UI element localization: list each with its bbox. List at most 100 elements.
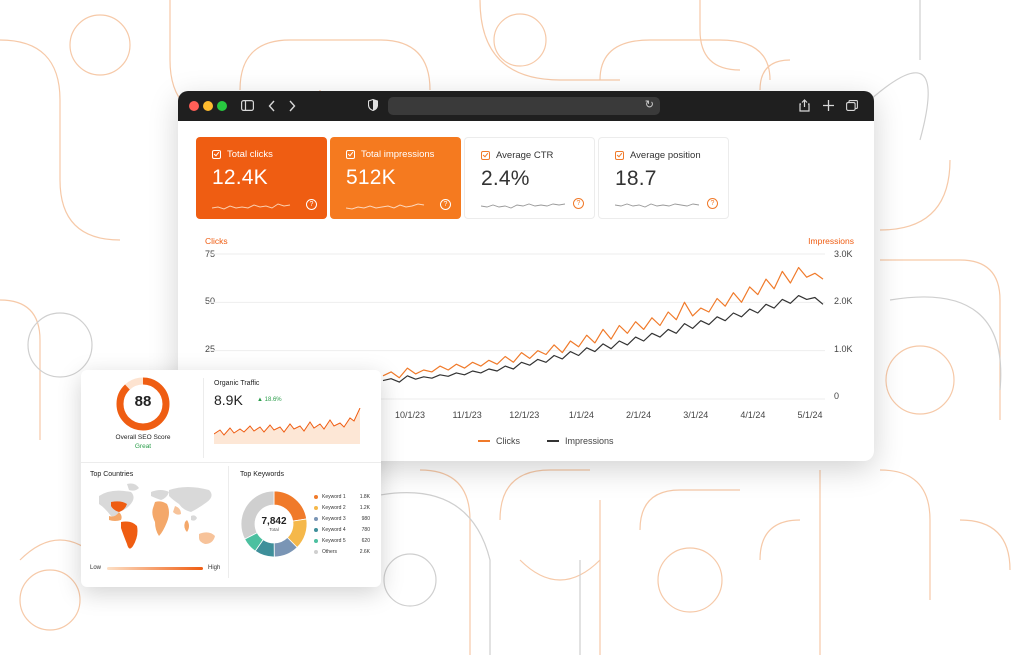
legend-label: Clicks [496,436,520,446]
metric-label: Total clicks [227,149,273,160]
top-keywords-title: Top Keywords [240,471,284,478]
x-tick-label: 4/1/24 [740,410,766,420]
x-tick-label: 5/1/24 [797,410,823,420]
keyword-name: Keyword 2 [322,505,346,511]
close-window-button[interactable] [189,101,199,111]
keyword-row: Keyword 2 1.2K [314,505,370,511]
metric-label: Total impressions [361,149,435,160]
metric-card-total-clicks[interactable]: Total clicks 12.4K ? [196,137,327,219]
color-scale-bar [107,567,203,570]
shield-icon [368,99,378,111]
checkbox-checked-icon[interactable] [615,151,624,160]
scale-high-label: High [208,565,221,571]
metric-value: 512K [346,166,396,189]
address-bar[interactable]: ↻ [388,97,660,115]
reload-icon[interactable]: ↻ [644,99,654,111]
browser-window: ↻ Total clicks 12.4K ? Total impressions… [178,91,874,461]
left-axis-title: Clicks [205,236,228,246]
y-left-tick: 50 [205,296,216,306]
sparkline [615,203,699,208]
checkbox-checked-icon[interactable] [481,151,490,160]
x-tick-label: 11/1/23 [452,410,482,420]
metric-label-row: Total clicks [212,149,327,160]
series-line-impressions [382,294,824,383]
keyword-value: 2.6K [359,549,370,555]
sidebar-icon[interactable] [241,100,254,111]
y-right-tick: 0 [834,391,840,401]
seo-score-status: Great [134,443,152,450]
keyword-row: Others 2.6K [314,549,370,555]
series-line-clicks [382,266,824,379]
keyword-color-dot [314,550,318,554]
x-tick-label: 12/1/23 [509,410,540,420]
maximize-window-button[interactable] [217,101,227,111]
keyword-name: Keyword 1 [322,494,346,500]
y-left-tick: 25 [205,344,216,354]
browser-titlebar: ↻ [178,91,874,121]
y-right-tick: 3.0K [834,249,853,259]
minimize-window-button[interactable] [203,101,213,111]
donut-slice [240,490,275,540]
keyword-value: 620 [361,538,370,544]
share-icon[interactable] [799,99,810,112]
divider [203,378,204,458]
keyword-color-dot [314,517,318,521]
organic-traffic-title: Organic Traffic [214,380,260,387]
keyword-value: 1.2K [359,505,370,511]
help-icon[interactable]: ? [440,199,451,210]
keyword-value: 980 [361,516,370,522]
y-right-tick: 1.0K [834,344,853,354]
keyword-color-dot [314,528,318,532]
scale-low-label: Low [90,565,102,571]
keyword-color-dot [314,506,318,510]
legend-impressions[interactable]: Impressions [547,436,614,446]
right-axis-title: Impressions [808,236,854,246]
organic-traffic-value: 8.9K [214,392,243,408]
help-icon[interactable]: ? [573,198,584,209]
keyword-name: Keyword 4 [322,527,346,533]
divider [228,466,229,578]
new-tab-icon[interactable] [823,100,834,111]
keyword-name: Others [322,549,338,555]
keyword-name: Keyword 5 [322,538,346,544]
metric-card-total-impressions[interactable]: Total impressions 512K ? [330,137,461,219]
metric-card-average-ctr[interactable]: Average CTR 2.4% ? [464,137,595,219]
forward-icon[interactable] [288,100,296,112]
x-tick-label: 3/1/24 [683,410,709,420]
legend-swatch [478,440,490,442]
x-tick-label: 2/1/24 [626,410,652,420]
legend-label: Impressions [565,436,614,446]
keyword-name: Keyword 3 [322,516,346,522]
seo-score-gauge [116,377,170,431]
keyword-color-dot [314,539,318,543]
keywords-donut [240,490,308,558]
checkbox-checked-icon[interactable] [346,150,355,159]
sparkline [346,203,425,210]
performance-chart: Clicks Impressions 75 50 25 3.0K 2.0K 1.… [178,227,874,461]
world-map [99,483,215,549]
metric-value: 18.7 [615,167,657,190]
metric-cards: Total clicks 12.4K ? Total impressions 5… [196,137,736,219]
y-right-tick: 2.0K [834,296,853,306]
keyword-value: 1.8K [359,494,370,500]
organic-traffic-sparkline [214,408,361,444]
help-icon[interactable]: ? [306,199,317,210]
legend-clicks[interactable]: Clicks [478,436,520,446]
help-icon[interactable]: ? [707,198,718,209]
metric-card-average-position[interactable]: Average position 18.7 ? [598,137,729,219]
keyword-row: Keyword 1 1.8K [314,494,370,500]
x-tick-label: 10/1/23 [394,410,426,420]
keyword-value: 780 [361,527,370,533]
seo-score-value: 88 [134,393,152,410]
seo-overview-panel: 88 Overall SEO Score Great Organic Traff… [81,370,381,587]
back-icon[interactable] [268,100,276,112]
metric-label-row: Average CTR [481,150,594,161]
top-countries-title: Top Countries [90,471,134,478]
divider [81,462,381,463]
legend-swatch [547,440,559,442]
metric-label: Average CTR [496,150,554,161]
tabs-icon[interactable] [846,100,858,111]
x-tick-label: 1/1/24 [568,410,594,420]
checkbox-checked-icon[interactable] [212,150,221,159]
organic-traffic-delta: ▲ 18.6% [257,397,282,403]
